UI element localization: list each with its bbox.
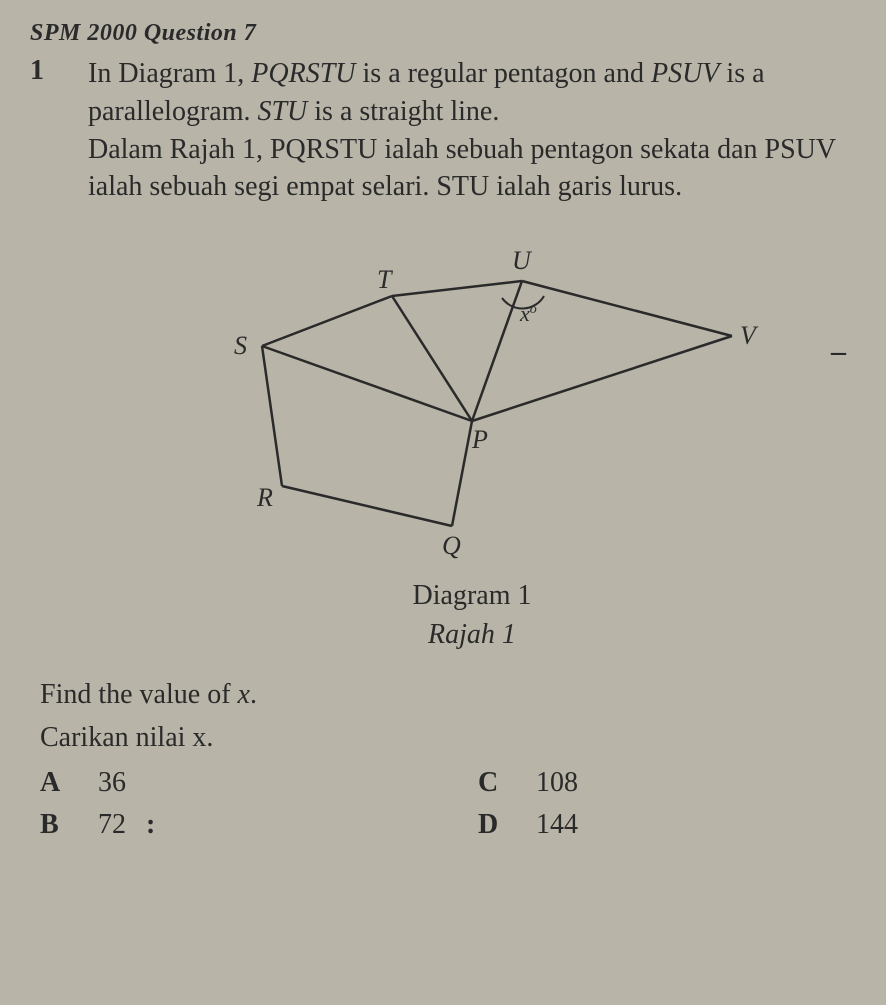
line-sr: [262, 346, 282, 486]
text-segment: is a straight line.: [307, 96, 499, 127]
question-number: 1: [30, 55, 60, 675]
find-value-malay: Carikan nilai x.: [40, 718, 856, 757]
find-value-english: Find the value of x.: [40, 675, 856, 714]
question-text-malay: Dalam Rajah 1, PQRSTU ialah sebuah penta…: [88, 131, 856, 207]
option-d[interactable]: D 144: [478, 809, 856, 841]
diagram-container: U T S V P R Q xo: [88, 226, 856, 566]
var-psuv: PSUV: [765, 134, 836, 165]
label-r: R: [256, 483, 273, 512]
line-qp: [452, 421, 472, 526]
option-c[interactable]: C 108: [478, 767, 856, 799]
option-value: 36: [98, 767, 126, 799]
header-fragment: SPM 2000 Question 7: [30, 20, 856, 47]
var-x: x: [238, 679, 250, 710]
option-a[interactable]: A 36: [40, 767, 418, 799]
text-segment: .: [206, 722, 213, 753]
colon-mark: :: [146, 809, 155, 841]
text-segment: Find the value of: [40, 679, 238, 710]
var-x: x: [192, 722, 206, 753]
option-value: 108: [536, 767, 578, 799]
caption-english: Diagram 1: [88, 576, 856, 615]
text-segment: .: [250, 679, 257, 710]
dash-mark: –: [831, 335, 846, 369]
var-pqrstu: PQRSTU: [251, 58, 355, 89]
line-st: [262, 296, 392, 346]
line-vp: [472, 336, 732, 421]
diagram-caption: Diagram 1 Rajah 1: [88, 576, 856, 654]
option-letter: C: [478, 767, 508, 799]
option-value: 72:: [98, 809, 155, 841]
question-row: 1 In Diagram 1, PQRSTU is a regular pent…: [30, 55, 856, 675]
var-stu: STU: [257, 96, 307, 127]
option-letter: A: [40, 767, 70, 799]
text-segment: Dalam Rajah 1,: [88, 134, 270, 165]
line-uv: [522, 281, 732, 336]
label-p: P: [471, 425, 488, 454]
line-pu: [472, 281, 522, 421]
text-segment: is a regular pentagon and: [356, 58, 651, 89]
var-pqrstu: PQRSTU: [270, 134, 377, 165]
label-t: T: [377, 265, 393, 294]
option-letter: B: [40, 809, 70, 841]
line-tp: [392, 296, 472, 421]
option-b[interactable]: B 72:: [40, 809, 418, 841]
label-v: V: [740, 321, 759, 350]
geometry-diagram: U T S V P R Q xo: [162, 226, 782, 566]
option-letter: D: [478, 809, 508, 841]
caption-malay: Rajah 1: [88, 615, 856, 654]
question-body: In Diagram 1, PQRSTU is a regular pentag…: [88, 55, 856, 675]
line-rq: [282, 486, 452, 526]
text-segment: Carikan nilai: [40, 722, 192, 753]
line-sp: [262, 346, 472, 421]
text-segment: ialah sebuah pentagon sekata dan: [377, 134, 764, 165]
question-text-english: In Diagram 1, PQRSTU is a regular pentag…: [88, 55, 856, 131]
label-u: U: [512, 246, 533, 275]
var-psuv: PSUV: [651, 58, 719, 89]
answer-options: A 36 C 108 B 72: D 144: [40, 767, 856, 841]
text-segment: ialah sebuah segi empat selari.: [88, 171, 436, 202]
text-segment: ialah garis lurus.: [489, 171, 682, 202]
angle-x: xo: [519, 301, 537, 326]
var-stu: STU: [436, 171, 489, 202]
text-segment: In Diagram 1,: [88, 58, 251, 89]
label-s: S: [234, 331, 247, 360]
option-value: 144: [536, 809, 578, 841]
label-q: Q: [442, 531, 461, 560]
line-tu: [392, 281, 522, 296]
